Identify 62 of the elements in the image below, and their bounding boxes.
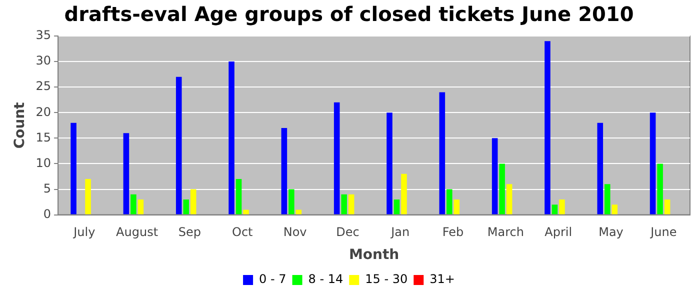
- bar: [85, 179, 91, 214]
- bar: [544, 41, 550, 214]
- y-tick-label: 5: [43, 181, 52, 196]
- bar: [176, 76, 182, 214]
- y-tick-label: 35: [36, 28, 52, 42]
- bar: [604, 184, 610, 214]
- y-tick-label: 30: [36, 54, 52, 68]
- x-tick-label: August: [116, 225, 158, 240]
- bar: [499, 164, 505, 214]
- bar: [70, 122, 76, 214]
- bar: [650, 112, 656, 214]
- y-tick-label: 15: [36, 130, 52, 144]
- bar: [341, 194, 347, 214]
- x-tick-label: Nov: [283, 225, 307, 240]
- bar: [138, 199, 144, 214]
- x-tick-label: Dec: [336, 225, 360, 240]
- chart-title: drafts-eval Age groups of closed tickets June 2010: [64, 2, 634, 26]
- legend-label: 0 - 7: [259, 272, 286, 286]
- bar: [664, 199, 670, 214]
- legend-label: 8 - 14: [308, 272, 344, 286]
- bar: [612, 204, 618, 214]
- bar: [446, 189, 452, 214]
- x-tick-label: Sep: [178, 225, 202, 240]
- x-tick-label: July: [72, 225, 96, 240]
- x-tick-label: May: [598, 225, 624, 240]
- legend-label: 15 - 30: [365, 272, 408, 286]
- bar: [492, 138, 498, 214]
- bar: [386, 112, 392, 214]
- bar: [401, 174, 407, 214]
- x-tick-label: Oct: [232, 225, 254, 240]
- bar: [183, 199, 189, 214]
- legend-label: 31+: [430, 272, 455, 286]
- bar: [657, 164, 663, 214]
- x-tick-label: Feb: [442, 225, 464, 240]
- bar: [454, 199, 460, 214]
- x-tick-label: March: [487, 225, 524, 240]
- bar: [123, 133, 130, 214]
- bar: [439, 92, 446, 214]
- bar: [296, 210, 302, 214]
- bar: [190, 189, 196, 214]
- y-tick-label: 0: [43, 206, 52, 221]
- bar: [552, 204, 558, 214]
- y-tick-label: 25: [36, 79, 52, 94]
- bar: [334, 102, 340, 214]
- x-tick-label: June: [650, 225, 677, 240]
- bar: [130, 194, 136, 214]
- bar: [394, 199, 400, 214]
- bar: [506, 184, 512, 214]
- bar: [348, 194, 354, 214]
- bar: [281, 128, 288, 214]
- bar: [288, 189, 294, 214]
- bar: [228, 62, 234, 214]
- y-axis-title: Count: [12, 102, 28, 149]
- y-tick-label: 20: [36, 104, 52, 119]
- x-tick-label: Jan: [390, 225, 410, 240]
- bar: [243, 210, 249, 214]
- x-tick-label: April: [544, 225, 572, 240]
- y-tick-label: 10: [36, 156, 52, 170]
- bar: [597, 122, 604, 214]
- bar: [559, 199, 565, 214]
- bar: [236, 179, 242, 214]
- x-axis-title: Month: [348, 247, 400, 264]
